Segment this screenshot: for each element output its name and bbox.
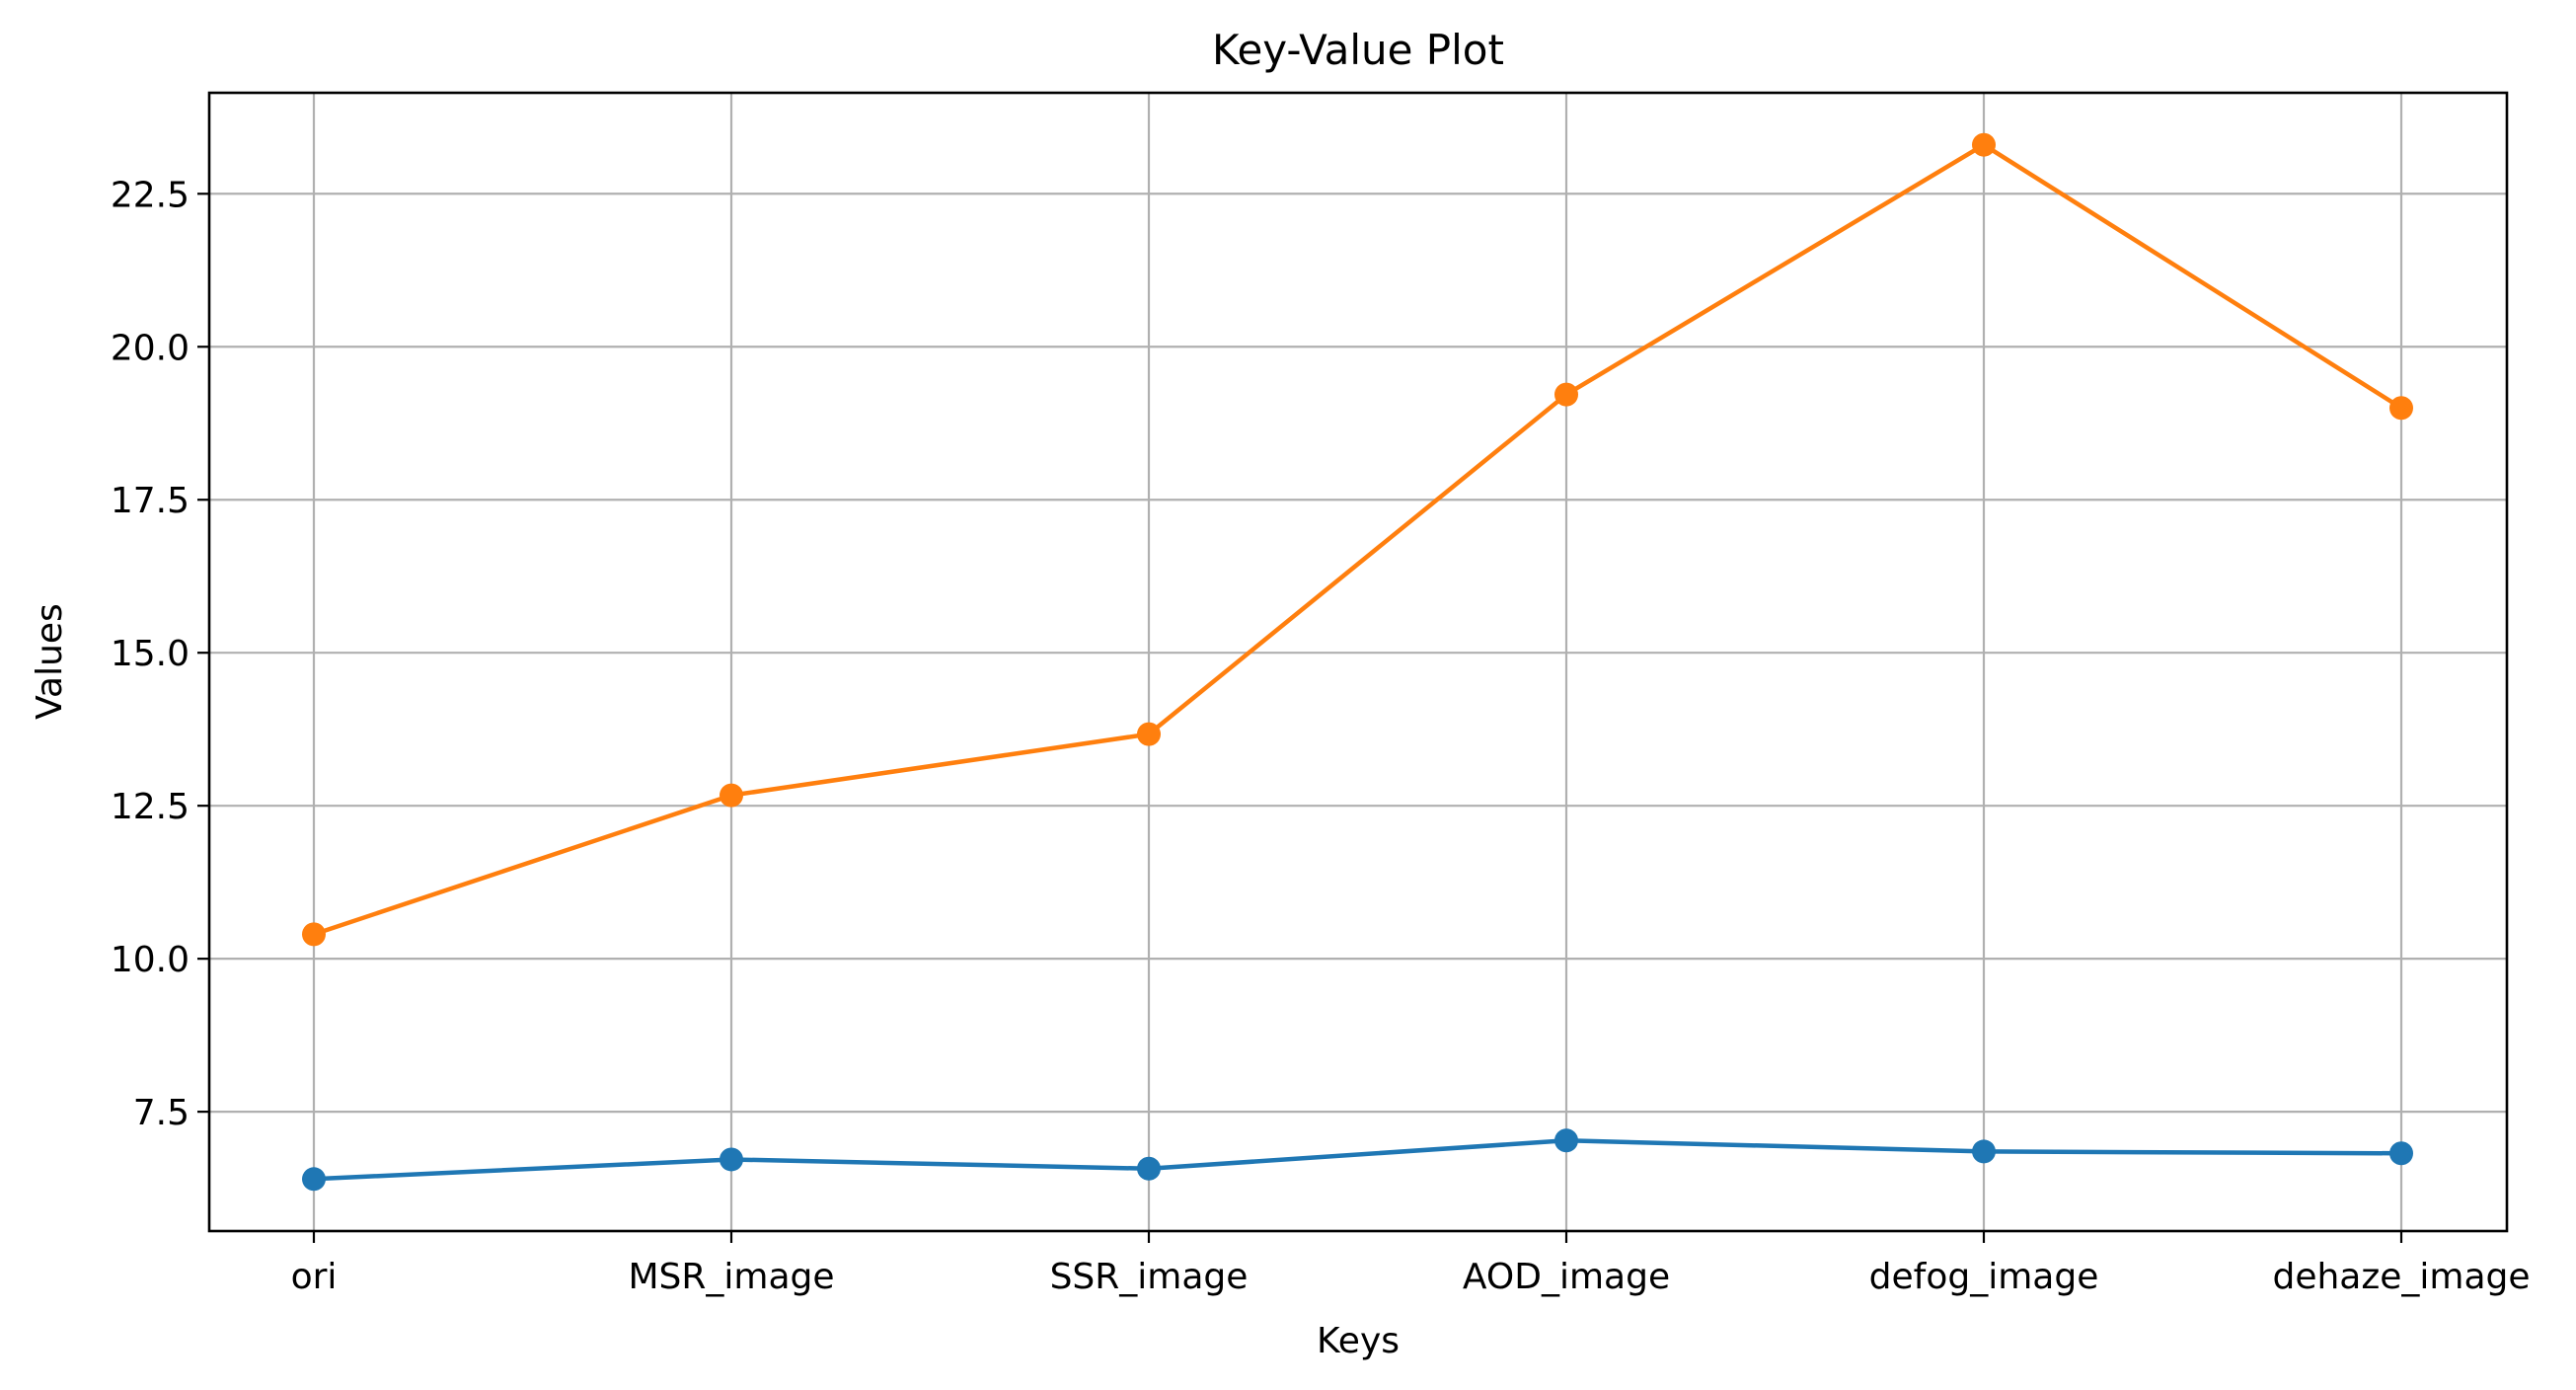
data-point — [1972, 132, 1996, 157]
data-point — [1137, 1156, 1161, 1181]
y-tick-label: 17.5 — [111, 481, 189, 521]
series-line-2 — [313, 142, 2403, 937]
y-tick-label: 15.0 — [111, 634, 189, 674]
series-layer — [302, 132, 2413, 1192]
data-point — [1137, 722, 1161, 746]
data-point — [2389, 396, 2413, 421]
data-point — [720, 783, 743, 808]
y-axis-label: Values — [30, 603, 70, 720]
data-point — [302, 922, 326, 947]
x-tick-label: MSR_image — [628, 1257, 834, 1297]
grid-layer — [209, 93, 2507, 1231]
x-tick-label: SSR_image — [1050, 1257, 1249, 1297]
data-point — [720, 1147, 743, 1172]
data-point — [302, 1167, 326, 1192]
chart-title: Key-Value Plot — [1212, 26, 1504, 74]
data-point — [1972, 1139, 1996, 1164]
x-axis-label: Keys — [1317, 1321, 1400, 1361]
data-point — [1554, 1128, 1578, 1153]
y-tick-label: 22.5 — [111, 175, 189, 215]
x-tick-label: AOD_image — [1463, 1257, 1670, 1297]
y-tick-label: 20.0 — [111, 328, 189, 368]
ticks-layer: ori MSR_image SSR_image AOD_image defog_imag… — [111, 175, 2531, 1297]
data-point — [2389, 1141, 2413, 1166]
plot-frame — [207, 91, 2509, 1233]
x-tick-label: dehaze_image — [2272, 1257, 2530, 1297]
y-tick-label: 7.5 — [133, 1093, 189, 1133]
x-tick-label: ori — [291, 1257, 338, 1297]
series-line-1 — [313, 1138, 2402, 1182]
x-tick-label: defog_image — [1869, 1257, 2099, 1297]
y-tick-label: 12.5 — [111, 787, 189, 827]
y-tick-label: 10.0 — [111, 940, 189, 980]
data-point — [1554, 382, 1578, 407]
